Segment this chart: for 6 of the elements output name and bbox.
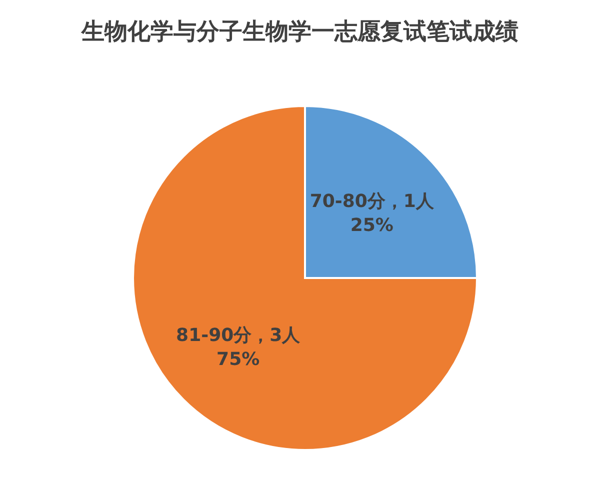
chart-title: 生物化学与分子生物学一志愿复试笔试成绩 bbox=[80, 18, 520, 47]
slice-label: 81-90分，3人 bbox=[176, 324, 302, 346]
data-label: 25% bbox=[350, 215, 394, 236]
slice-label: 70-80分，1人 bbox=[310, 191, 435, 212]
data-label: 75% bbox=[216, 348, 260, 370]
pie-slice bbox=[132, 105, 478, 451]
